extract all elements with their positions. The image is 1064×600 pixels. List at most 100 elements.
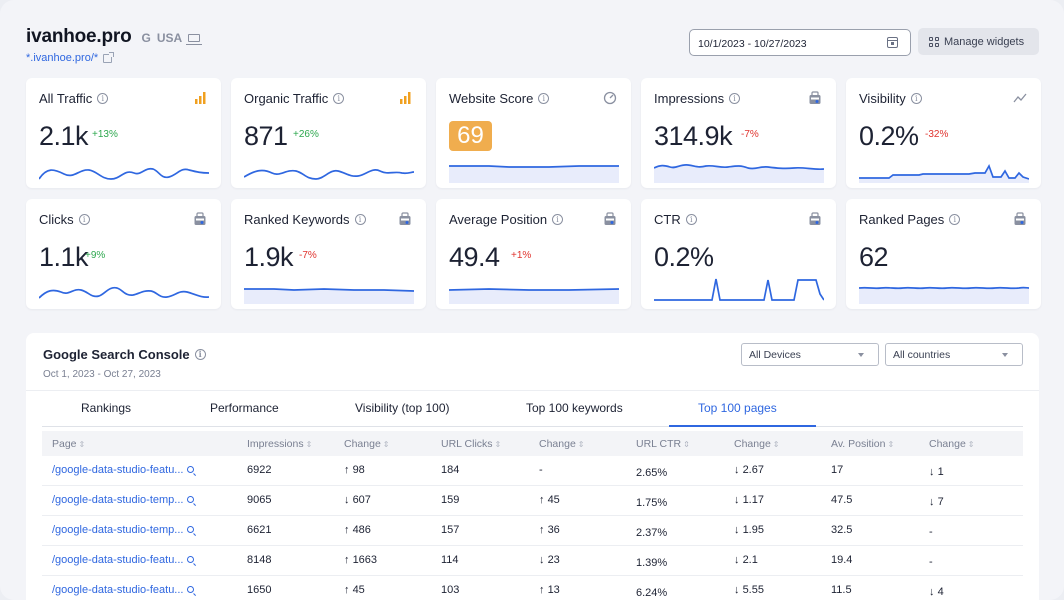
info-icon[interactable]: i <box>333 93 345 104</box>
impressions-cell: 6922 <box>247 464 271 476</box>
card-value: 49.4 <box>449 242 500 272</box>
table-row[interactable]: /google-data-studio-temp... 9065 ↓ 607 159 ↑… <box>42 486 1023 516</box>
card-all-traffic[interactable]: All Traffic i 2.1k +13% <box>26 78 221 188</box>
page-link[interactable]: /google-data-studio-temp... <box>52 524 195 536</box>
ctr-cell: 6.24% <box>636 587 667 599</box>
arrow-down-icon: ↓ <box>929 466 938 478</box>
info-icon[interactable]: i <box>97 93 109 104</box>
tab-visibility[interactable]: Visibility (top 100) <box>355 401 450 415</box>
card-ranked-keywords[interactable]: Ranked Keywords i 1.9k -7% <box>231 199 426 309</box>
card-title-ctr: CTR i <box>654 212 697 227</box>
card-change: +1% <box>511 250 532 261</box>
card-value: 1.9k <box>244 242 294 272</box>
tab-rankings[interactable]: Rankings <box>81 401 132 415</box>
search-icon[interactable] <box>187 556 195 563</box>
column-header[interactable]: Change ⇕ <box>539 438 584 450</box>
impressions-cell-text: 8148 <box>247 554 272 566</box>
info-icon[interactable]: i <box>538 93 550 104</box>
position-cell-text: 32.5 <box>831 524 853 536</box>
impressions-change-cell: ↑ 1663 <box>344 554 377 566</box>
site-name: ivanhoe.pro <box>26 26 132 47</box>
column-header[interactable]: Change ⇕ <box>929 438 974 450</box>
card-clicks[interactable]: Clicks i 1.1k +9% <box>26 199 221 309</box>
impressions-change-cell-text: 98 <box>352 464 365 476</box>
impressions-cell-text: 1650 <box>247 584 272 596</box>
card-organic-traffic[interactable]: Organic Traffic i 871 +26% <box>231 78 426 188</box>
device-select[interactable]: All Devices <box>741 343 879 366</box>
site-meta: G USA <box>141 31 203 45</box>
info-icon[interactable]: i <box>729 93 741 104</box>
sort-icon[interactable]: ⇕ <box>382 440 390 449</box>
search-icon[interactable] <box>187 526 195 533</box>
table-row[interactable]: /google-data-studio-featu... 1650 ↑ 45 103 ↑… <box>42 576 1023 600</box>
score-badge: 69 <box>449 121 492 151</box>
page-link-text[interactable]: /google-data-studio-temp... <box>52 524 184 536</box>
page-link-text[interactable]: /google-data-studio-featu... <box>52 554 184 566</box>
calendar-icon[interactable] <box>887 37 898 48</box>
card-title-impressions: Impressions i <box>654 91 741 106</box>
card-visibility[interactable]: Visibility i 0.2% -32% <box>846 78 1041 188</box>
sort-icon[interactable]: ⇕ <box>494 440 502 449</box>
card-value: 2.1k <box>39 121 89 151</box>
search-icon[interactable] <box>187 466 195 473</box>
country-select[interactable]: All countries <box>885 343 1023 366</box>
column-header[interactable]: Change ⇕ <box>734 438 779 450</box>
card-ctr[interactable]: CTR i 0.2% <box>641 199 836 309</box>
divider <box>26 390 1039 391</box>
date-range-picker[interactable]: 10/1/2023 - 10/27/2023 <box>689 29 911 56</box>
external-link-icon[interactable] <box>103 51 115 63</box>
site-url-text[interactable]: *.ivanhoe.pro/* <box>26 52 99 64</box>
page-link-text[interactable]: /google-data-studio-temp... <box>52 494 184 506</box>
info-icon[interactable]: i <box>949 214 961 225</box>
info-icon[interactable]: i <box>354 214 366 225</box>
info-icon[interactable]: i <box>194 349 206 360</box>
sparkline <box>449 165 619 183</box>
table-row[interactable]: /google-data-studio-featu... 6922 ↑ 98 184 -… <box>42 456 1023 486</box>
page-link[interactable]: /google-data-studio-temp... <box>52 494 195 506</box>
info-icon[interactable]: i <box>685 214 697 225</box>
sort-icon[interactable]: ⇕ <box>772 440 780 449</box>
page-link[interactable]: /google-data-studio-featu... <box>52 584 195 596</box>
info-icon[interactable]: i <box>78 214 90 225</box>
card-average-position[interactable]: Average Position i 49.4 +1% <box>436 199 631 309</box>
sort-icon[interactable]: ⇕ <box>967 440 975 449</box>
column-header-label: Av. Position <box>831 438 886 450</box>
card-website-score[interactable]: Website Score i 69 <box>436 78 631 188</box>
site-url[interactable]: *.ivanhoe.pro/* <box>26 51 115 64</box>
page-link-text[interactable]: /google-data-studio-featu... <box>52 464 184 476</box>
card-title-text: Ranked Pages <box>859 212 945 227</box>
sparkline <box>449 288 619 304</box>
page-link-text[interactable]: /google-data-studio-featu... <box>52 584 184 596</box>
sort-icon[interactable]: ⇕ <box>577 440 585 449</box>
column-header[interactable]: Impressions ⇕ <box>247 438 312 450</box>
sort-icon[interactable]: ⇕ <box>887 440 895 449</box>
card-ranked-pages[interactable]: Ranked Pages i 62 <box>846 199 1041 309</box>
manage-widgets-button[interactable]: Manage widgets <box>918 28 1039 55</box>
info-icon[interactable]: i <box>552 214 564 225</box>
column-header[interactable]: Av. Position ⇕ <box>831 438 894 450</box>
column-header[interactable]: URL CTR ⇕ <box>636 438 690 450</box>
position-change-cell-text: 1 <box>937 466 944 478</box>
sort-icon[interactable]: ⇕ <box>683 440 690 449</box>
column-header[interactable]: Change ⇕ <box>344 438 389 450</box>
table-row[interactable]: /google-data-studio-temp... 6621 ↑ 486 157 ↑… <box>42 516 1023 546</box>
card-change: +26% <box>293 129 319 140</box>
table-row[interactable]: /google-data-studio-featu... 8148 ↑ 1663 11… <box>42 546 1023 576</box>
column-header[interactable]: URL Clicks ⇕ <box>441 438 501 450</box>
ctr-change-cell-text: 5.55 <box>742 584 764 596</box>
search-icon[interactable] <box>187 496 195 503</box>
widgets-grid-icon <box>929 36 939 47</box>
tab-top-keywords[interactable]: Top 100 keywords <box>526 401 623 415</box>
sort-icon[interactable]: ⇕ <box>305 440 313 449</box>
search-icon[interactable] <box>187 586 195 593</box>
page-link[interactable]: /google-data-studio-featu... <box>52 554 195 566</box>
tab-top-pages[interactable]: Top 100 pages <box>698 401 777 415</box>
arrow-up-icon: ↑ <box>539 524 548 536</box>
column-header[interactable]: Page ⇕ <box>52 438 85 450</box>
impressions-cell: 9065 <box>247 494 271 506</box>
card-impressions[interactable]: Impressions i 314.9k -7% <box>641 78 836 188</box>
tab-performance[interactable]: Performance <box>210 401 279 415</box>
info-icon[interactable]: i <box>910 93 922 104</box>
sort-icon[interactable]: ⇕ <box>78 440 86 449</box>
page-link[interactable]: /google-data-studio-featu... <box>52 464 195 476</box>
